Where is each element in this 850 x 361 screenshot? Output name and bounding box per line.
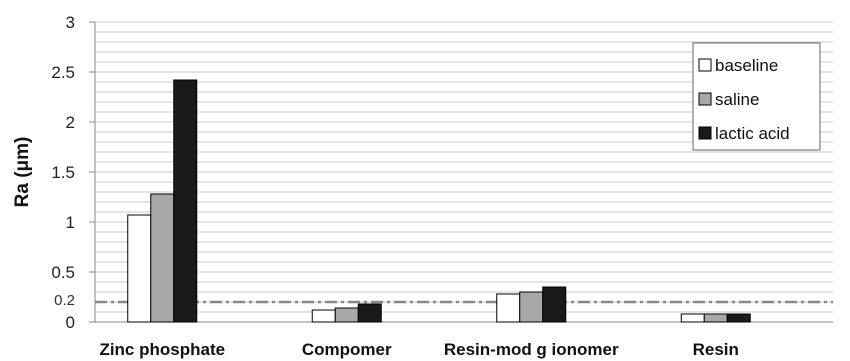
reference-line-group: 0.2 bbox=[54, 292, 833, 309]
y-tick-label: 1 bbox=[66, 213, 75, 232]
bar-saline-3 bbox=[703, 313, 728, 323]
bars bbox=[127, 79, 751, 323]
bar-saline-0 bbox=[150, 193, 175, 323]
bar-baseline-2 bbox=[496, 293, 521, 323]
y-tick-label: 0.5 bbox=[51, 263, 75, 282]
bar-lactic-acid-3 bbox=[726, 313, 751, 323]
y-tick-label: 2.5 bbox=[51, 63, 75, 82]
bar-lactic-acid-2 bbox=[542, 286, 567, 323]
legend-label: saline bbox=[715, 90, 759, 109]
y-tick-label: 2 bbox=[66, 113, 75, 132]
bar-saline-1 bbox=[334, 307, 359, 323]
legend-swatch bbox=[698, 92, 712, 106]
legend: baseline saline lactic acid bbox=[692, 42, 821, 151]
y-tick-label: 0 bbox=[66, 313, 75, 332]
bar-lactic-acid-0 bbox=[173, 79, 198, 323]
bar-baseline-0 bbox=[127, 214, 152, 323]
bar-saline-2 bbox=[519, 291, 544, 323]
y-axis-label: Ra (μm) bbox=[12, 137, 33, 208]
legend-swatch bbox=[698, 126, 712, 140]
legend-swatch bbox=[698, 58, 712, 72]
reference-line-label: 0.2 bbox=[54, 292, 75, 309]
category-label: Resin bbox=[693, 340, 739, 359]
legend-label: baseline bbox=[715, 56, 778, 75]
bar-baseline-1 bbox=[311, 309, 336, 323]
legend-box bbox=[692, 42, 821, 151]
y-tick-label: 3 bbox=[66, 13, 75, 32]
category-label: Zinc phosphate bbox=[99, 340, 225, 359]
legend-label: lactic acid bbox=[715, 124, 790, 143]
category-label: Resin-mod g ionomer bbox=[444, 340, 619, 359]
bar-lactic-acid-1 bbox=[357, 303, 382, 323]
y-tick-label: 1.5 bbox=[51, 163, 75, 182]
category-label: Compomer bbox=[302, 340, 392, 359]
bar-baseline-3 bbox=[680, 313, 705, 323]
labels: 0 0.5 1 1.5 2 2.5 3 Ra (μm) Zinc phosphate Compom… bbox=[12, 13, 739, 359]
